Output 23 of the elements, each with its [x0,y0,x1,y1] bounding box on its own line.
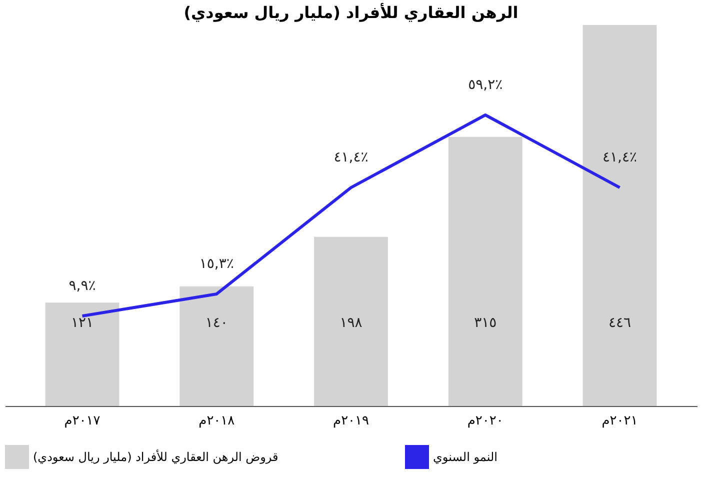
legend-label: النمو السنوي [433,450,498,464]
data-label: ١٥,٣٪ [199,256,234,272]
x-tick-label: ٢٠١٩م [333,414,370,428]
bar [180,286,254,406]
data-label: ١٩٨ [340,315,363,331]
bar [582,25,657,406]
data-label: ٩,٩٪ [68,278,96,294]
data-label: ٣١٥ [474,315,497,331]
bar [448,136,522,406]
data-label: ٤١,٤٪ [602,150,638,166]
data-label: ١٤٠ [205,315,228,331]
data-label: ٥٩,٢٪ [468,77,503,93]
bar [314,236,388,406]
x-tick-label: ٢٠٢٠م [467,414,504,428]
data-label: ٤١,٤٪ [334,150,368,166]
x-tick-label: ٢٠١٨م [198,414,235,428]
x-tick-label: ٢٠٢١م [602,414,638,428]
x-tick-label: ٢٠١٧م [64,414,100,428]
legend-label: قروض الرهن العقاري للأفراد (مليار ريال سعودي) [33,449,278,464]
chart-title: الرهن العقاري للأفراد (مليار ريال سعودي) [184,2,518,22]
data-label: ٤٤٦ [608,315,632,331]
data-label: ١٢١ [70,315,94,331]
bar [45,302,120,406]
